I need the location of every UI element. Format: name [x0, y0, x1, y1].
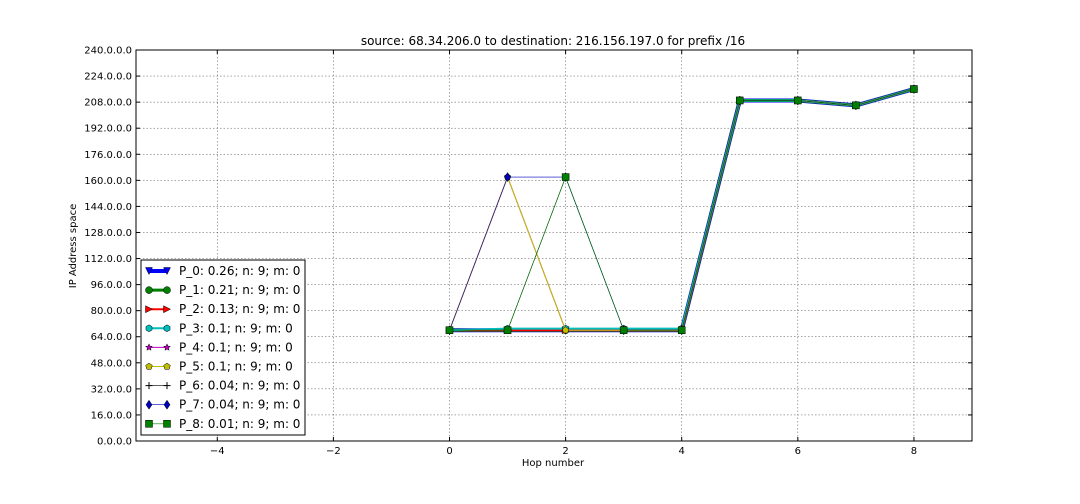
series-line [449, 87, 915, 332]
y-tick-label: 96.0.0.0 [91, 280, 132, 291]
x-tick-label: −2 [326, 446, 341, 457]
x-tick-label: −4 [210, 446, 225, 457]
legend-label: P_3: 0.1; n: 9; m: 0 [179, 321, 293, 335]
x-tick-label: 6 [795, 446, 801, 457]
legend-marker [145, 420, 153, 428]
y-tick-label: 128.0.0.0 [84, 228, 132, 239]
series-line [449, 88, 915, 332]
legend-marker [145, 286, 153, 294]
legend-label: P_5: 0.1; n: 9; m: 0 [179, 360, 293, 374]
series-line [449, 88, 915, 331]
legend-item: P_7: 0.04; n: 9; m: 0 [145, 398, 300, 412]
legend-item: P_8: 0.01; n: 9; m: 0 [145, 417, 300, 431]
legend-item: P_1: 0.21; n: 9; m: 0 [145, 283, 300, 297]
x-axis-label: Hop number [522, 458, 585, 469]
legend: P_0: 0.26; n: 9; m: 0 P_1: 0.21; n: 9; m:… [140, 259, 306, 436]
legend-marker [163, 343, 171, 351]
axis-ticks: −4 −2 0 2 4 6 80.0.0.016.0.0.032.0.0.048.0.0.0… [84, 46, 972, 457]
data-point [619, 326, 628, 334]
legend-label: P_7: 0.04; n: 9; m: 0 [179, 398, 300, 412]
y-axis-label: IP Address space [68, 204, 79, 289]
y-tick-label: 32.0.0.0 [91, 384, 132, 395]
legend-marker [163, 382, 171, 390]
data-point [561, 326, 570, 334]
y-tick-label: 176.0.0.0 [84, 150, 132, 161]
legend-item: P_2: 0.13; n: 9; m: 0 [145, 302, 300, 316]
y-tick-label: 112.0.0.0 [84, 254, 132, 265]
series-line [449, 88, 915, 332]
data-point [736, 96, 744, 105]
series-8 [445, 85, 918, 334]
legend-item: P_0: 0.26; n: 9; m: 0 [145, 264, 300, 278]
data-point [561, 173, 570, 181]
y-tick-label: 160.0.0.0 [84, 176, 132, 187]
series-group [445, 84, 919, 336]
y-tick-label: 48.0.0.0 [91, 358, 132, 369]
legend-item: P_3: 0.1; n: 9; m: 0 [145, 321, 293, 335]
legend-marker [145, 267, 153, 276]
data-point [910, 85, 918, 93]
legend-marker [145, 362, 153, 370]
x-tick-label: 8 [911, 446, 917, 457]
y-tick-label: 64.0.0.0 [91, 332, 132, 343]
chart-title: source: 68.34.206.0 to destination: 216.… [361, 34, 745, 48]
plot-frame [135, 49, 973, 442]
data-point [503, 326, 512, 334]
legend-marker [163, 399, 171, 410]
series-line [449, 88, 914, 331]
legend-marker [163, 305, 172, 314]
legend-marker [163, 362, 171, 370]
legend-label: P_0: 0.26; n: 9; m: 0 [179, 264, 300, 278]
data-point [852, 101, 860, 110]
legend-item: P_5: 0.1; n: 9; m: 0 [145, 360, 293, 374]
data-point [677, 326, 686, 334]
data-point [445, 326, 454, 334]
legend-marker [145, 343, 153, 351]
x-tick-label: 2 [562, 446, 568, 457]
y-tick-label: 16.0.0.0 [91, 410, 132, 421]
y-tick-label: 208.0.0.0 [84, 98, 132, 109]
y-tick-label: 0.0.0.0 [97, 437, 132, 448]
series-line [449, 88, 914, 331]
legend-item: P_6: 0.04; n: 9; m: 0 [145, 379, 300, 393]
legend-label: P_8: 0.01; n: 9; m: 0 [179, 417, 300, 431]
x-tick-label: 0 [446, 446, 452, 457]
legend-marker [145, 324, 153, 333]
legend-item: P_4: 0.1; n: 9; m: 0 [145, 340, 293, 354]
legend-label: P_1: 0.21; n: 9; m: 0 [179, 283, 300, 297]
legend-marker [163, 324, 171, 333]
legend-marker [163, 420, 171, 428]
legend-marker [145, 399, 153, 410]
y-tick-label: 240.0.0.0 [84, 46, 132, 57]
y-tick-label: 192.0.0.0 [84, 124, 132, 135]
legend-marker [145, 382, 153, 390]
series-line [449, 88, 915, 331]
legend-label: P_6: 0.04; n: 9; m: 0 [179, 379, 300, 393]
series-line [449, 87, 915, 333]
y-tick-label: 80.0.0.0 [91, 306, 132, 317]
legend-marker [163, 267, 171, 276]
legend-marker [163, 286, 171, 294]
data-point [504, 172, 511, 183]
legend-label: P_4: 0.1; n: 9; m: 0 [179, 340, 293, 354]
series-7 [446, 84, 918, 336]
y-tick-label: 144.0.0.0 [84, 202, 132, 213]
data-point [794, 96, 802, 105]
x-tick-label: 4 [679, 446, 685, 457]
legend-label: P_2: 0.13; n: 9; m: 0 [179, 302, 300, 316]
legend-marker [145, 305, 154, 314]
y-tick-label: 224.0.0.0 [84, 72, 132, 83]
series-line [449, 88, 914, 331]
